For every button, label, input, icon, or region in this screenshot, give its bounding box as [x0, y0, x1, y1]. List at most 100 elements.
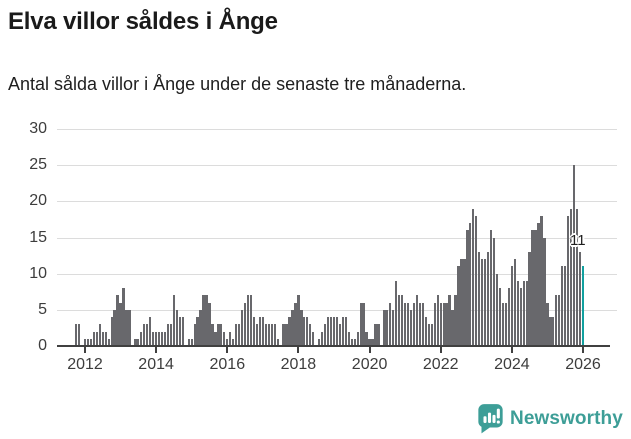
y-axis-label: 25: [29, 156, 47, 174]
bar: [353, 338, 356, 346]
x-axis-label: 2026: [565, 356, 601, 373]
bar: [507, 288, 511, 346]
bar: [110, 317, 113, 346]
bar: [229, 331, 232, 346]
bar: [318, 338, 321, 346]
gridline: [57, 165, 617, 167]
y-axis-label: 15: [29, 228, 47, 246]
bar: [466, 230, 469, 346]
bar: [531, 230, 534, 346]
bar: [451, 309, 454, 346]
bar: [415, 295, 419, 346]
highlight-bar: [581, 266, 585, 346]
bar: [460, 259, 463, 346]
bar: [371, 338, 374, 346]
bar: [276, 338, 279, 346]
bar: [442, 302, 445, 346]
gridline: [57, 237, 617, 239]
bar: [309, 324, 312, 346]
bar: [217, 324, 220, 346]
bar: [332, 317, 336, 346]
bar: [119, 302, 122, 346]
bar: [196, 317, 199, 346]
bar: [418, 302, 422, 346]
bar: [223, 331, 226, 346]
bar: [116, 295, 119, 346]
bar: [95, 331, 98, 346]
bar: [143, 324, 146, 346]
bar: [457, 266, 460, 346]
y-axis-label: 0: [38, 337, 47, 354]
bar: [181, 317, 184, 346]
bar: [525, 280, 528, 346]
bar: [344, 317, 347, 346]
bar: [430, 324, 433, 346]
bar: [303, 317, 306, 346]
bar: [258, 317, 262, 346]
bar: [297, 295, 300, 346]
bar: [125, 309, 128, 346]
bar: [403, 302, 407, 346]
bar: [537, 223, 540, 346]
bar: [564, 266, 567, 346]
bar: [519, 288, 522, 346]
bar: [291, 309, 294, 346]
bar: [362, 302, 365, 346]
bar: [128, 309, 131, 346]
bar: [175, 309, 179, 346]
bar: [356, 331, 359, 346]
x-axis-label: 2016: [209, 356, 246, 373]
bar: [226, 338, 229, 346]
bar: [484, 259, 487, 346]
bar: [243, 302, 247, 346]
bar: [522, 280, 525, 346]
bar: [122, 288, 125, 346]
bar: [347, 331, 350, 346]
bar: [439, 302, 442, 346]
bar: [190, 338, 193, 346]
x-axis-tick: [84, 347, 86, 353]
bar: [267, 324, 270, 346]
newsworthy-logo[interactable]: Newsworthy: [477, 403, 623, 434]
bar: [77, 324, 81, 346]
x-axis-label: 2024: [494, 356, 530, 373]
bar: [475, 215, 478, 346]
x-axis-label: 2014: [138, 356, 174, 373]
bar: [273, 324, 276, 346]
bar: [193, 324, 196, 346]
bar: [237, 324, 241, 346]
bar: [92, 331, 96, 346]
x-axis-tick: [226, 347, 229, 353]
y-axis-label: 5: [38, 300, 47, 318]
latest-value-label: 11: [570, 232, 586, 249]
bar: [107, 338, 110, 346]
bar: [555, 295, 558, 346]
bar: [454, 295, 457, 346]
bar: [395, 280, 398, 346]
bar: [412, 302, 416, 346]
bar: [365, 331, 368, 346]
bar: [83, 338, 87, 346]
bar: [86, 338, 90, 346]
chart-subtitle: Antal sålda villor i Ånge under de senas…: [8, 74, 467, 94]
bar: [489, 230, 493, 346]
bar: [392, 309, 395, 346]
bar: [552, 317, 555, 346]
y-axis-label: 30: [29, 120, 47, 137]
bar: [424, 317, 428, 346]
x-axis-label: 2022: [422, 356, 459, 373]
bar: [478, 251, 481, 346]
bar: [350, 338, 353, 346]
bar: [546, 302, 549, 346]
bar: [211, 324, 214, 346]
bar: [208, 302, 211, 346]
bar: [338, 324, 342, 346]
bar: [146, 324, 149, 346]
chart-title: Elva villor såldes i Ånge: [8, 8, 278, 35]
bar: [166, 324, 170, 346]
newsworthy-logo-text: Newsworthy: [510, 407, 623, 429]
bar: [513, 259, 516, 346]
bar: [137, 338, 140, 346]
bar: [567, 215, 570, 346]
bar: [178, 317, 181, 346]
